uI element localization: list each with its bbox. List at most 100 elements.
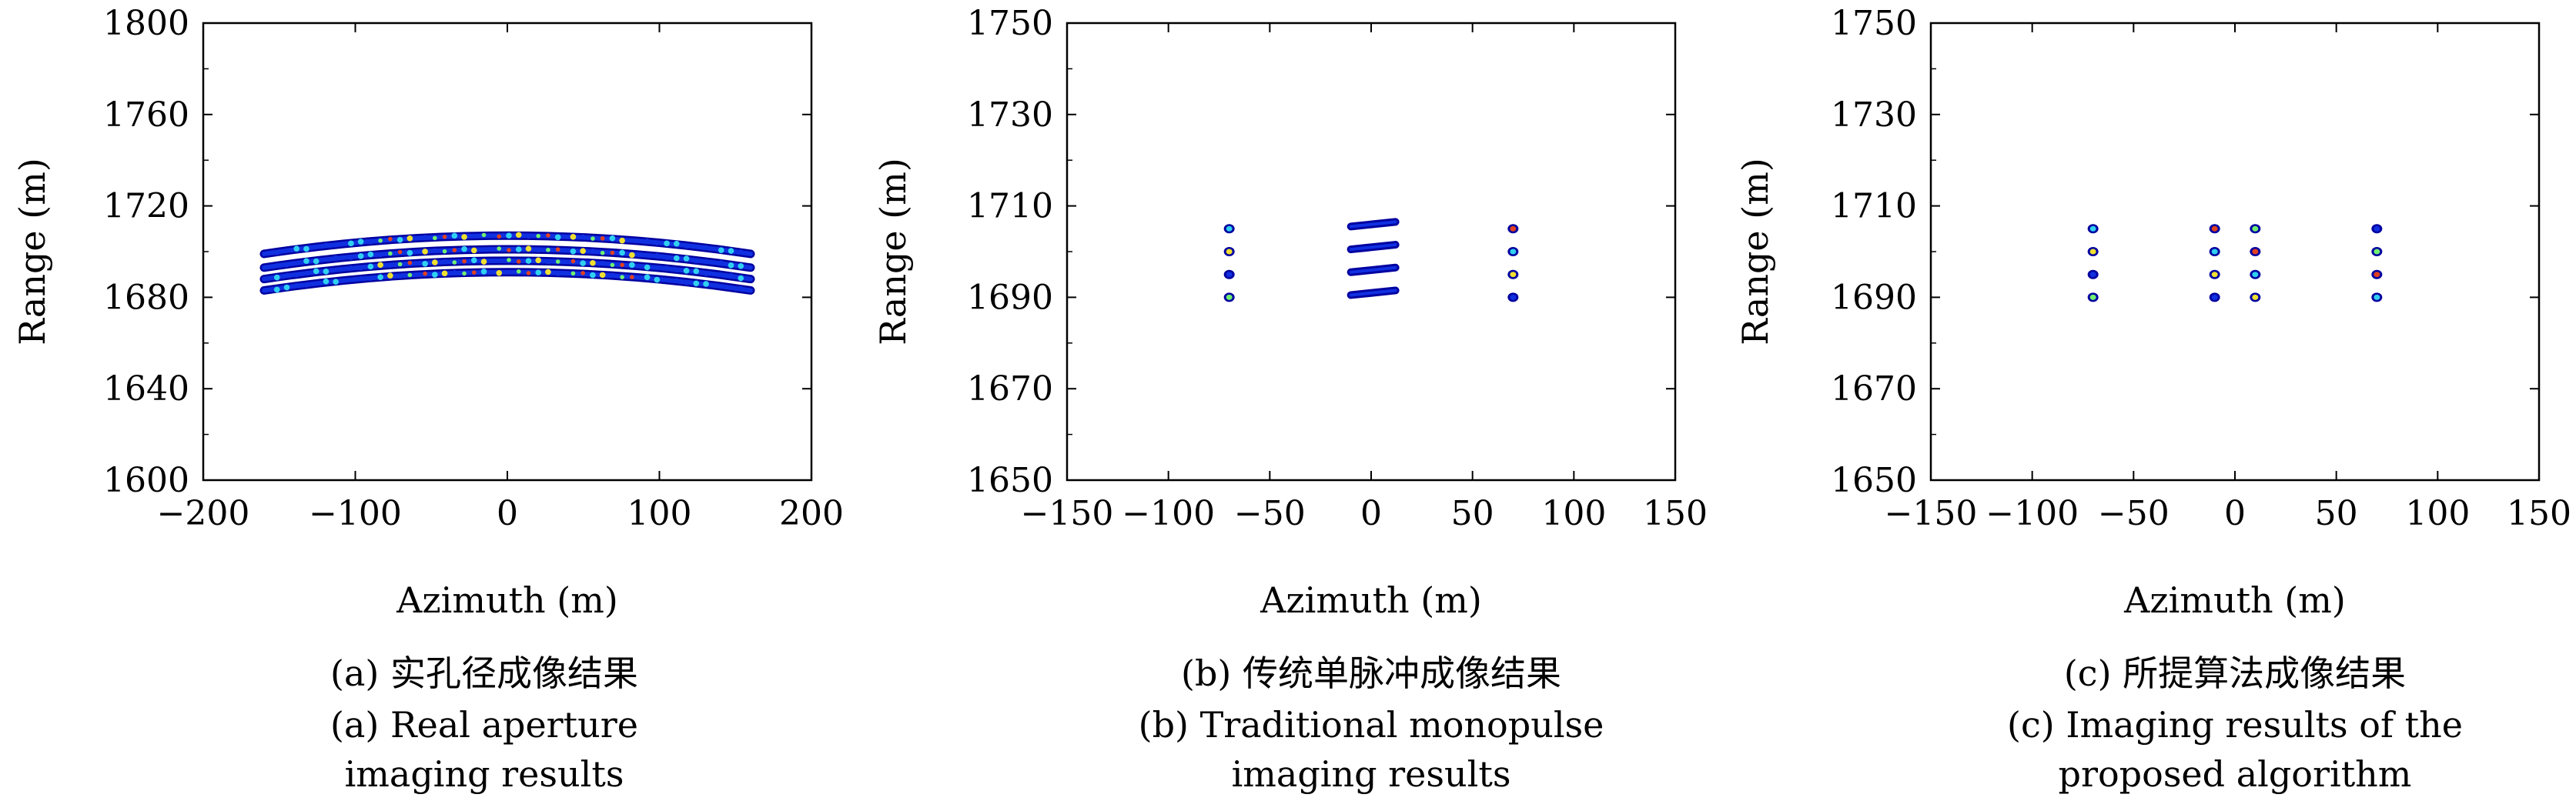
arc-speckle — [590, 259, 596, 266]
point-target-core — [2211, 225, 2218, 232]
y-tick-label-c: 1750 — [1831, 4, 1917, 43]
arc-speckle — [432, 259, 438, 265]
y-tick-label-c: 1730 — [1831, 95, 1917, 135]
arc-speckle — [358, 275, 363, 281]
arc-speckle — [349, 278, 353, 282]
point-target-core — [2374, 272, 2380, 278]
arc-speckle — [619, 237, 625, 244]
arc-speckle — [507, 269, 511, 275]
arc-speckle — [313, 258, 319, 265]
arc-speckle — [704, 272, 708, 276]
point-target-core — [2211, 272, 2218, 278]
arc-speckle — [274, 262, 279, 268]
arc-speckle — [664, 255, 669, 260]
arc-speckle — [452, 248, 457, 252]
caption-en-line1-c: (c) Imaging results of the — [2007, 704, 2463, 746]
arc-speckle — [313, 281, 319, 286]
arc-speckle — [654, 241, 660, 245]
arc-speckle — [368, 276, 373, 282]
arc-speckle — [388, 263, 393, 269]
point-target-core — [1226, 249, 1233, 255]
arc-speckle — [470, 257, 477, 264]
arc-speckle — [422, 249, 428, 255]
arc-speckle — [600, 236, 605, 241]
arc-speckle — [442, 259, 447, 264]
caption-cn-b: (b) 传统单脉冲成像结果 — [1181, 652, 1561, 694]
point-target-core — [2252, 249, 2259, 255]
arc-speckle — [570, 271, 576, 276]
arc-speckle — [610, 250, 615, 255]
arc-speckle — [555, 247, 560, 252]
smeared-target-core — [1349, 243, 1397, 252]
caption-en-line1-b: (b) Traditional monopulse — [1139, 704, 1604, 746]
x-tick-label-c: 100 — [2405, 494, 2470, 533]
point-target-core — [2374, 249, 2380, 255]
arc-speckle — [407, 272, 413, 278]
arc-speckle — [323, 242, 329, 247]
arc-speckle — [462, 271, 467, 276]
y-axis-label-a: Range (m) — [12, 158, 53, 345]
x-tick-label-a: 0 — [497, 494, 518, 533]
arc-speckle — [610, 272, 615, 278]
arc-speckle — [284, 272, 289, 278]
x-tick-label-a: 100 — [627, 494, 692, 533]
arc-speckle — [554, 234, 561, 241]
arc-speckle — [357, 239, 364, 245]
arc-speckle — [728, 285, 734, 290]
panel-b: −150 −100 −50 0 50 100 150 1650 1670 1690 1710 1730… — [872, 4, 1708, 795]
caption-en-line2-a: imaging results — [345, 753, 624, 795]
x-tick-label-c: 150 — [2507, 494, 2571, 533]
arc-speckle — [718, 260, 724, 265]
x-tick-label-c: −150 — [1885, 494, 1978, 533]
arc-speckle — [423, 235, 427, 239]
arc-speckle — [304, 271, 309, 275]
arc-speckle — [536, 233, 541, 239]
arc-speckle — [728, 272, 734, 278]
arc-speckle — [293, 245, 300, 252]
x-tick-label-b: 100 — [1541, 494, 1606, 533]
y-tick-label-a: 1600 — [103, 461, 189, 500]
arc-speckle — [377, 274, 383, 280]
arc-speckle — [600, 260, 605, 265]
arc-speckle — [349, 265, 353, 270]
arc-speckle — [535, 269, 542, 275]
arc-speckle — [526, 271, 531, 275]
arc-speckle — [684, 280, 689, 285]
arc-speckle — [580, 234, 585, 239]
arc-speckle — [580, 271, 585, 275]
smeared-target-core — [1349, 289, 1397, 297]
point-target-core — [2089, 272, 2096, 278]
arc-speckle — [442, 249, 447, 254]
plot-frame-b — [1066, 22, 1677, 482]
y-tick-label-b: 1750 — [967, 4, 1053, 43]
arc-speckle — [313, 244, 319, 249]
x-tick-label-b: 150 — [1643, 494, 1708, 533]
arc-speckle — [368, 240, 373, 245]
x-tick-label-c: −100 — [1986, 494, 2079, 533]
arc-speckle — [367, 263, 374, 270]
arc-speckle — [570, 248, 577, 255]
arc-speckle — [406, 249, 413, 256]
arc-speckle — [555, 272, 560, 276]
arc-speckle — [303, 245, 309, 252]
arc-speckle — [654, 265, 660, 270]
arc-speckle — [348, 240, 354, 247]
arc-speckle — [323, 278, 330, 285]
arc-speckle — [497, 234, 502, 239]
arc-speckle — [377, 262, 383, 269]
arc-speckle — [683, 255, 690, 262]
arc-speckle — [396, 236, 403, 243]
arc-speckle — [481, 232, 487, 238]
arc-speckle — [378, 252, 383, 258]
point-target-core — [1226, 294, 1233, 300]
smeared-target-core — [1349, 220, 1397, 229]
y-tick-label-b: 1730 — [967, 95, 1053, 135]
y-tick-label-c: 1670 — [1831, 369, 1917, 409]
panel-c: −150 −100 −50 0 50 100 150 1650 1670 1690 1710 1730… — [1735, 4, 2571, 795]
x-tick-label-b: 0 — [1360, 494, 1382, 533]
x-tick-label-b: −150 — [1021, 494, 1114, 533]
arc-speckle — [718, 284, 724, 289]
point-target-core — [1510, 249, 1517, 255]
arc-speckle — [507, 248, 511, 252]
